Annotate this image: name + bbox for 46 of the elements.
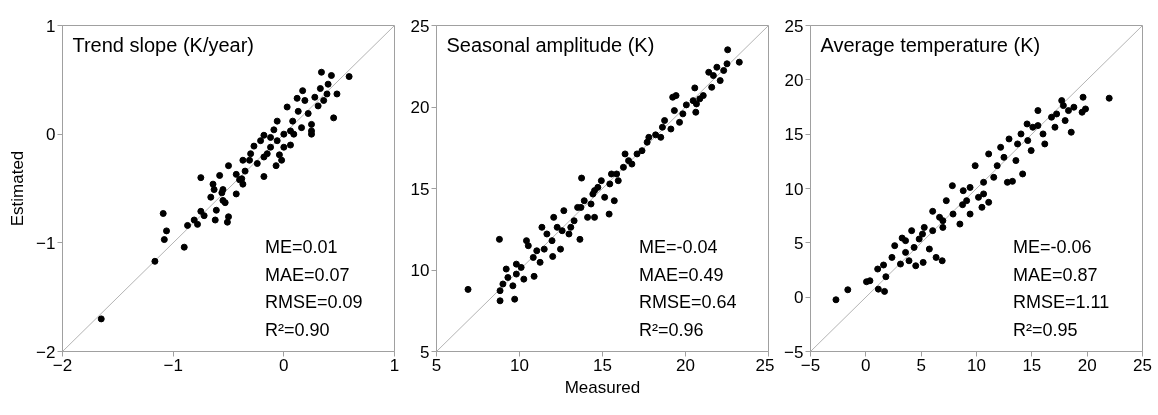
- annotation: MAE=0.49: [639, 264, 724, 285]
- x-tick-label: 5: [916, 355, 926, 375]
- annotation: R²=0.96: [639, 320, 704, 341]
- annotation: RMSE=1.11: [1013, 292, 1110, 313]
- y-tick-label: 5: [794, 233, 804, 253]
- chart-title: Seasonal amplitude (K): [446, 33, 655, 56]
- x-tick-label: 15: [1022, 355, 1042, 375]
- y-tick-label: 0: [794, 288, 804, 308]
- annotation: ME=-0.04: [639, 236, 718, 257]
- annotation: MAE=0.87: [1013, 264, 1098, 285]
- y-tick-label: 10: [784, 179, 804, 199]
- y-tick-label: 1: [46, 16, 56, 36]
- x-tick-label: 20: [676, 355, 695, 375]
- annotation: ME=0.01: [265, 236, 338, 257]
- x-tick-label: 10: [510, 355, 529, 375]
- y-tick-label: 25: [784, 16, 804, 36]
- y-tick-label: −2: [36, 342, 56, 362]
- x-tick-label: 20: [1077, 355, 1097, 375]
- annotation: RMSE=0.09: [265, 292, 363, 313]
- y-axis-title: Estimated: [8, 150, 28, 227]
- y-tick-label: 5: [420, 342, 430, 362]
- annotation: ME=-0.06: [1013, 236, 1092, 257]
- x-tick-label: 1: [389, 355, 400, 375]
- chart-title: Average temperature (K): [820, 33, 1041, 56]
- x-tick-label: −1: [163, 355, 183, 375]
- y-tick-label: 15: [410, 179, 430, 199]
- y-tick-label: 15: [784, 125, 804, 145]
- x-tick-label: 25: [1133, 355, 1152, 375]
- y-tick-label: 25: [410, 16, 430, 36]
- x-axis-title: Measured: [564, 377, 641, 397]
- y-tick-label: 20: [410, 98, 430, 117]
- x-tick-label: 10: [967, 355, 986, 375]
- y-tick-label: 20: [784, 70, 804, 90]
- annotation: MAE=0.07: [265, 264, 350, 285]
- chart-title: Trend slope (K/year): [72, 33, 255, 56]
- x-tick-label: 0: [279, 355, 289, 375]
- annotation: R²=0.90: [265, 320, 330, 341]
- annotation: RMSE=0.64: [639, 292, 737, 313]
- y-tick-label: −5: [784, 342, 804, 362]
- x-tick-label: 15: [593, 355, 612, 375]
- y-tick-label: 10: [410, 261, 430, 280]
- annotation: R²=0.95: [1013, 320, 1078, 341]
- y-tick-label: −1: [36, 233, 56, 253]
- y-tick-label: 0: [46, 125, 56, 145]
- x-tick-label: 0: [861, 355, 871, 375]
- x-tick-label: 25: [755, 355, 775, 375]
